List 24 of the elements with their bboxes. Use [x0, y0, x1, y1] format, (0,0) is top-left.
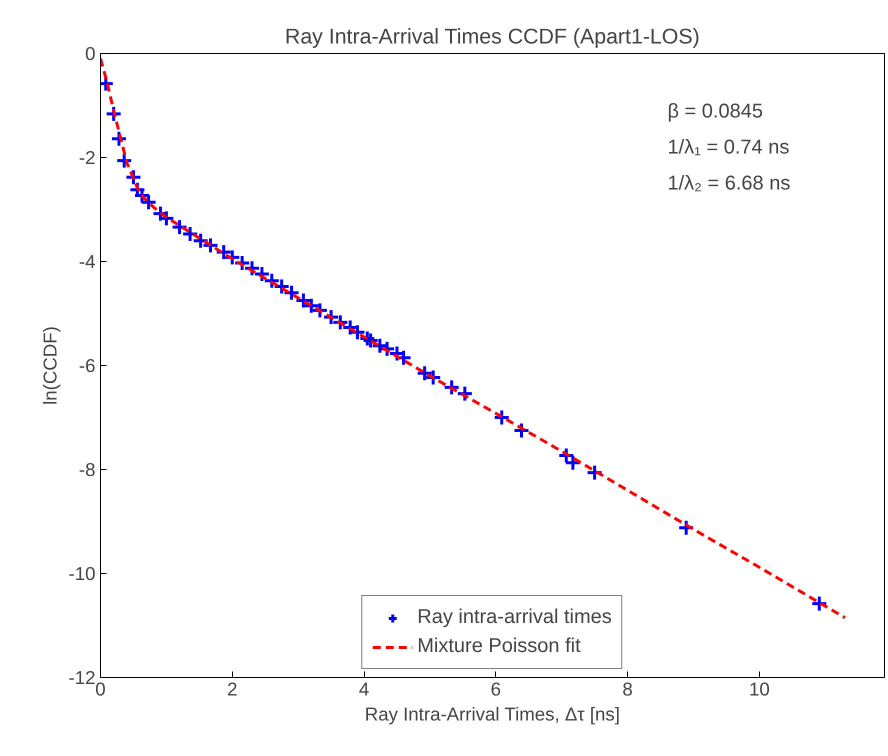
- y-tick-label: 0: [85, 43, 96, 64]
- y-tick-label: -12: [68, 667, 96, 688]
- y-tick-label: -8: [78, 459, 96, 480]
- annotation: 1/λ₁ = 0.74 ns: [668, 136, 790, 158]
- point: [140, 194, 158, 211]
- y-tick-label: -2: [78, 147, 96, 168]
- x-tick-label: 10: [748, 678, 770, 700]
- x-tick-label: 2: [227, 678, 238, 700]
- legend-label: Ray intra-arrival times: [417, 606, 612, 629]
- point: [564, 454, 582, 472]
- y-tick-label: -4: [78, 251, 96, 272]
- x-tick-label: 8: [622, 678, 633, 700]
- annotation: 1/λ₂ = 6.68 ns: [668, 172, 790, 194]
- annotation: β = 0.0845: [668, 100, 763, 122]
- point: [416, 364, 434, 382]
- chart-title: Ray Intra-Arrival Times CCDF (Apart1-LOS): [284, 24, 700, 48]
- x-tick-label: 4: [358, 678, 370, 700]
- y-tick-label: -10: [68, 563, 96, 584]
- legend-label: Mixture Poisson fit: [417, 635, 581, 658]
- y-axis-title: ln(CCDF): [40, 326, 61, 405]
- x-tick-label: 6: [490, 678, 501, 700]
- y-tick-label: -6: [78, 355, 96, 376]
- x-axis-title: Ray Intra-Arrival Times, Δτ [ns]: [364, 704, 620, 724]
- point: [253, 265, 270, 282]
